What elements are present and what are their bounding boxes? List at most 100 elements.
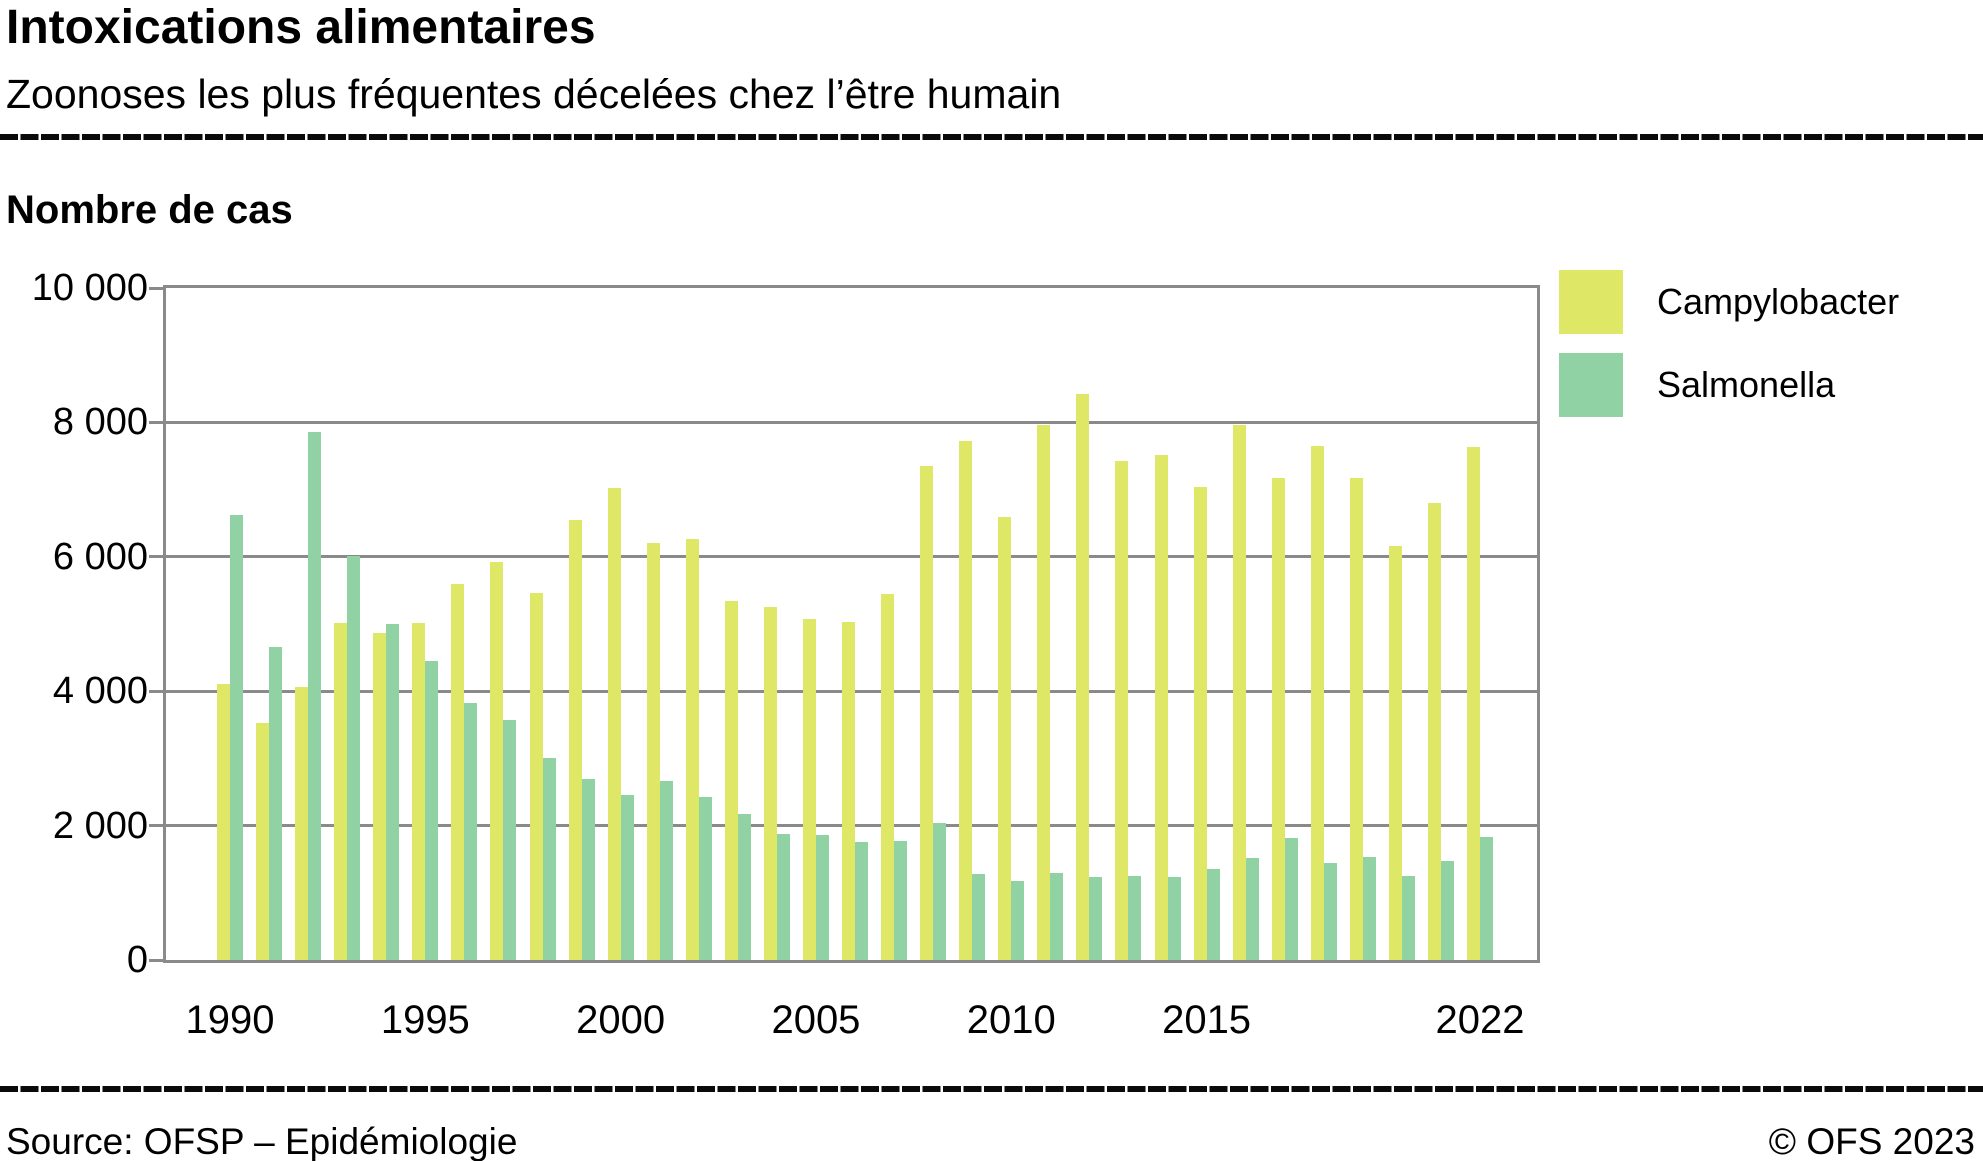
y-tick-mark-6000 [149,555,163,559]
bar-campylobacter-2022 [1467,447,1480,960]
bar-campylobacter-2017 [1271,477,1285,960]
bar-salmonella-1999 [581,778,595,960]
legend-item-campylobacter: Campylobacter [1559,270,1899,334]
bar-salmonella-2011 [1050,872,1064,960]
legend-item-salmonella: Salmonella [1559,353,1899,417]
bar-salmonella-2020 [1401,876,1415,960]
salmonella-swatch [1559,353,1623,417]
bar-salmonella-2004 [776,834,790,960]
bar-salmonella-2021 [1440,860,1454,960]
legend-label-campylobacter: Campylobacter [1657,281,1900,322]
bar-salmonella-1994 [386,624,400,960]
bar-campylobacter-2000 [607,487,621,960]
bar-salmonella-2013 [1128,876,1142,960]
bar-salmonella-1993 [347,556,361,960]
bar-salmonella-2018 [1323,863,1337,960]
bar-campylobacter-2003 [724,601,738,960]
y-tick-mark-0 [149,958,163,962]
y-tick-label-2000: 2 000 [52,804,148,847]
bar-campylobacter-2015 [1193,486,1207,960]
bar-salmonella-2014 [1167,876,1181,960]
bar-campylobacter-1994 [373,632,387,960]
bar-salmonella-1995 [425,660,439,960]
bar-salmonella-1998 [542,757,556,960]
x-tick-label-1990: 1990 [185,998,275,1042]
copyright-text: © OFS 2023 [1768,1121,1975,1161]
gridline-6000 [166,555,1537,559]
bar-campylobacter-2010 [998,517,1012,960]
bar-salmonella-2009 [972,873,986,960]
y-axis-title: Nombre de cas [6,188,293,232]
page-subtitle: Zoonoses les plus fréquentes décelées ch… [6,71,1062,117]
bar-salmonella-1997 [503,720,517,960]
y-tick-label-6000: 6 000 [52,535,148,578]
bar-campylobacter-2020 [1388,546,1402,960]
y-tick-mark-8000 [149,420,163,424]
bar-campylobacter-2021 [1427,503,1441,960]
bar-campylobacter-2012 [1076,393,1090,960]
bar-salmonella-2015 [1206,869,1220,960]
bar-salmonella-1991 [269,646,283,960]
bar-campylobacter-1996 [451,583,465,960]
bar-salmonella-2012 [1089,877,1103,960]
bar-salmonella-2016 [1245,857,1259,960]
footer: Source: OFSP – Epidémiologie © OFS 2023 [6,1122,1975,1161]
bar-salmonella-2007 [894,841,908,960]
y-tick-mark-2000 [149,824,163,828]
bar-salmonella-2000 [620,795,634,960]
bar-campylobacter-1998 [529,593,543,960]
bar-salmonella-1996 [464,702,478,960]
header-divider [0,134,1983,140]
y-tick-mark-4000 [149,689,163,693]
bar-campylobacter-2006 [842,621,855,960]
bar-campylobacter-2007 [881,593,895,960]
y-tick-label-10000: 10 000 [31,267,148,309]
bar-salmonella-2006 [855,841,868,960]
y-tick-label-4000: 4 000 [52,670,148,713]
bar-salmonella-2002 [698,797,712,960]
campylobacter-swatch [1559,270,1623,334]
plot-area [163,285,1540,963]
bar-salmonella-2017 [1284,838,1298,960]
bar-campylobacter-2009 [959,441,973,960]
legend: Campylobacter Salmonella [1559,270,1899,417]
bar-campylobacter-1991 [256,722,270,960]
bar-salmonella-1992 [308,432,322,960]
gridline-8000 [166,420,1537,424]
bar-salmonella-2008 [933,822,947,960]
bar-campylobacter-2014 [1154,455,1168,960]
x-tick-label-2000: 2000 [576,998,666,1042]
page-title: Intoxications alimentaires [6,1,596,54]
bar-campylobacter-1992 [295,687,309,960]
y-tick-mark-10000 [149,286,163,290]
bar-campylobacter-1995 [412,622,426,960]
x-tick-label-2015: 2015 [1162,998,1252,1042]
footer-divider [0,1086,1983,1092]
bar-campylobacter-2008 [920,466,934,960]
bar-campylobacter-2002 [685,538,699,960]
bar-campylobacter-2019 [1349,477,1363,960]
bar-salmonella-2001 [659,781,673,960]
legend-label-salmonella: Salmonella [1657,364,1836,405]
bar-campylobacter-2005 [802,619,816,960]
bar-salmonella-2010 [1011,880,1025,960]
bar-campylobacter-2001 [646,543,660,960]
bar-campylobacter-2016 [1232,425,1246,960]
bar-salmonella-1990 [230,515,243,960]
bar-salmonella-2003 [737,813,751,960]
bar-campylobacter-2018 [1310,445,1324,960]
bar-salmonella-2005 [815,835,829,960]
x-tick-label-2022: 2022 [1435,998,1525,1042]
bar-campylobacter-1997 [490,561,504,960]
bar-salmonella-2022 [1480,837,1493,960]
y-tick-label-8000: 8 000 [52,401,148,444]
bar-campylobacter-1990 [217,684,230,960]
bar-campylobacter-1993 [334,623,348,960]
x-tick-label-1995: 1995 [380,998,470,1042]
source-text: Source: OFSP – Epidémiologie [6,1121,518,1161]
bar-campylobacter-2013 [1115,460,1129,960]
y-tick-label-0: 0 [126,939,148,981]
bar-campylobacter-2004 [763,606,777,960]
bar-campylobacter-1999 [568,519,582,960]
